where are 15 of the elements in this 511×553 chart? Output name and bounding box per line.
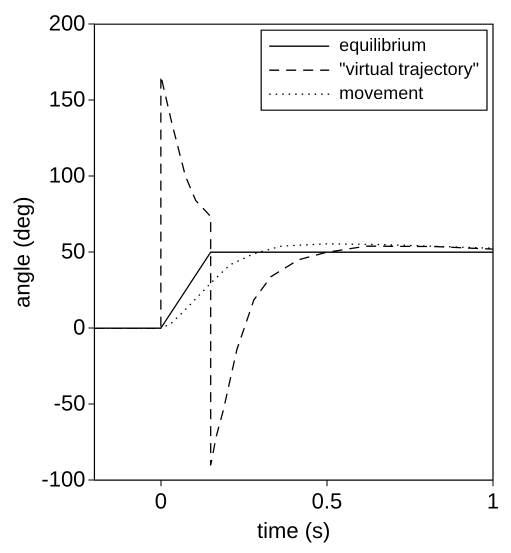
x-tick-label: 0.5 — [312, 488, 342, 514]
y-tick-label: -50 — [54, 390, 86, 416]
legend-label: movement — [339, 83, 424, 104]
y-tick-label: 0 — [73, 314, 86, 340]
y-tick-label: 200 — [48, 10, 86, 36]
y-tick-label: 150 — [48, 86, 86, 112]
legend-label: equilibrium — [339, 35, 426, 56]
y-tick-label: -100 — [41, 466, 86, 492]
x-tick-label: 1 — [486, 488, 500, 514]
y-axis-title: angle (deg) — [9, 196, 34, 308]
x-tick-label: 0 — [154, 488, 167, 514]
legend-label: "virtual trajectory" — [339, 59, 480, 80]
y-tick-label: 50 — [60, 238, 86, 264]
y-tick-label: 100 — [48, 162, 86, 188]
x-axis-title: time (s) — [257, 518, 330, 543]
